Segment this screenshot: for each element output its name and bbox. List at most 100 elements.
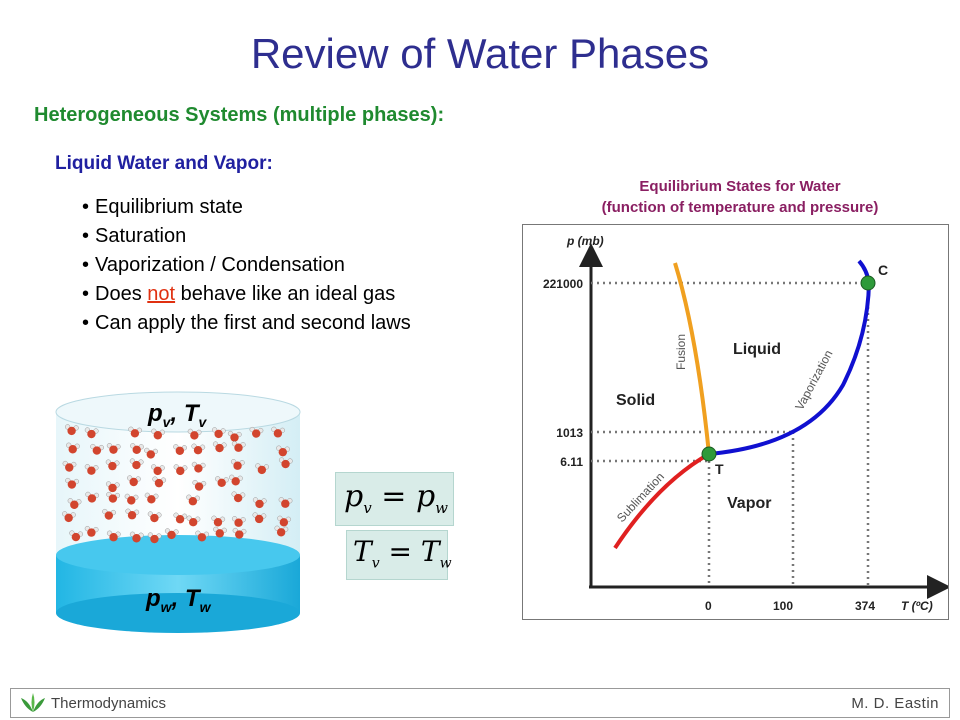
water-molecule — [124, 493, 139, 505]
bullet-item: • Does not behave like an ideal gas — [82, 283, 396, 305]
water-molecule — [66, 442, 80, 454]
water-label: pw, Tw — [146, 585, 211, 615]
phase-diagram: p (mb) T (ºC) 221000 1013 6.11 0 100 374… — [522, 224, 949, 620]
water-cylinder-illustration — [55, 391, 301, 633]
section-heading: Liquid Water and Vapor: — [55, 153, 273, 174]
highlight-word: not — [147, 283, 176, 305]
water-molecule — [231, 441, 246, 452]
water-molecule — [211, 515, 226, 527]
water-molecule — [211, 427, 226, 439]
water-molecule — [173, 512, 188, 524]
chart-title: Equilibrium States for Water (function o… — [601, 178, 879, 216]
water-molecule — [147, 532, 162, 544]
region-solid-label: Solid — [616, 392, 655, 409]
water-molecule — [102, 508, 116, 520]
water-molecule — [227, 430, 242, 442]
water-molecule — [90, 443, 105, 455]
water-molecule — [85, 491, 100, 503]
water-molecule — [130, 443, 144, 455]
water-molecule — [164, 528, 179, 540]
y-tick-label: 221000 — [543, 277, 583, 291]
water-molecule — [106, 491, 121, 503]
water-molecule — [128, 426, 143, 438]
water-molecule — [192, 479, 207, 491]
water-molecule — [213, 526, 227, 538]
water-molecule — [173, 444, 187, 455]
vaporization-curve — [708, 259, 872, 456]
water-molecule — [106, 530, 121, 542]
water-molecule — [255, 463, 270, 475]
water-molecule — [186, 494, 201, 506]
water-molecule — [84, 464, 99, 475]
water-molecule — [144, 492, 159, 504]
vapor-label: pv, Tv — [148, 400, 207, 430]
water-molecule — [277, 515, 292, 527]
water-molecule — [231, 491, 246, 503]
y-tick-label: 1013 — [556, 426, 583, 440]
water-molecule — [144, 447, 158, 459]
water-molecule — [62, 511, 76, 523]
region-liquid-label: Liquid — [733, 341, 781, 358]
water-molecule — [276, 445, 290, 457]
water-molecule — [230, 459, 245, 470]
water-molecule — [186, 515, 201, 527]
equation-pressure-box: pv = pw — [335, 472, 454, 526]
water-molecule — [84, 525, 99, 537]
water-molecule — [252, 497, 267, 509]
triple-point-label: T — [715, 461, 724, 477]
water-molecule — [151, 464, 165, 476]
footer-author: M. D. Eastin — [851, 695, 939, 712]
bullet-item: • Can apply the first and second laws — [82, 312, 411, 334]
fusion-curve — [673, 262, 711, 455]
slide-subtitle: Heterogeneous Systems (multiple phases): — [34, 104, 445, 126]
y-tick-label: 6.11 — [560, 455, 583, 469]
x-tick-label: 100 — [773, 599, 793, 613]
water-molecule — [212, 441, 227, 453]
bullet-item: • Equilibrium state — [82, 196, 243, 218]
region-vapor-label: Vapor — [727, 495, 771, 512]
x-axis-label: T (ºC) — [901, 599, 933, 613]
bullet-list: • Equilibrium state • Saturation • Vaporiza… — [82, 193, 411, 338]
y-axis-label: p (mb) — [566, 234, 604, 248]
equation-temperature-box: Tv = Tw — [346, 530, 452, 580]
water-molecule — [84, 427, 99, 439]
water-molecule — [125, 508, 140, 520]
water-molecule — [249, 426, 264, 438]
water-molecule — [67, 498, 82, 509]
water-molecule — [278, 497, 293, 508]
critical-point-label: C — [878, 262, 888, 278]
bullet-item: • Saturation — [82, 225, 187, 247]
leaf-logo-icon — [21, 693, 45, 712]
water-molecule — [191, 443, 206, 455]
water-molecule — [65, 477, 80, 489]
fusion-label: Fusion — [674, 334, 688, 370]
bullet-item: • Vaporization / Condensation — [82, 254, 345, 276]
water-molecule — [129, 531, 144, 543]
water-molecule — [271, 426, 286, 438]
water-molecule — [151, 428, 165, 440]
slide-title: Review of Water Phases — [250, 30, 710, 77]
water-molecule — [231, 516, 246, 527]
water-molecule — [127, 475, 141, 487]
water-molecule — [229, 474, 243, 486]
x-tick-label: 374 — [855, 599, 875, 613]
critical-point — [860, 275, 876, 291]
phase-diagram-svg: p (mb) T (ºC) 221000 1013 6.11 0 100 374… — [543, 234, 948, 613]
water-molecule — [69, 530, 84, 542]
sublimation-curve — [613, 452, 710, 550]
x-tick-label: 0 — [705, 599, 712, 613]
water-molecule — [105, 459, 120, 471]
footer-course-name: Thermodynamics — [51, 695, 167, 712]
water-molecule — [252, 512, 267, 524]
water-molecule — [187, 428, 202, 440]
water-molecule — [215, 476, 229, 488]
water-molecule — [173, 464, 188, 476]
water-molecule — [152, 476, 167, 488]
water-molecule — [62, 460, 77, 472]
water-molecule — [64, 424, 79, 436]
triple-point — [701, 446, 717, 462]
water-molecule — [129, 458, 144, 470]
footer-bar: Thermodynamics M. D. Eastin — [10, 688, 950, 718]
water-molecule — [147, 511, 162, 523]
water-molecule — [105, 481, 120, 493]
